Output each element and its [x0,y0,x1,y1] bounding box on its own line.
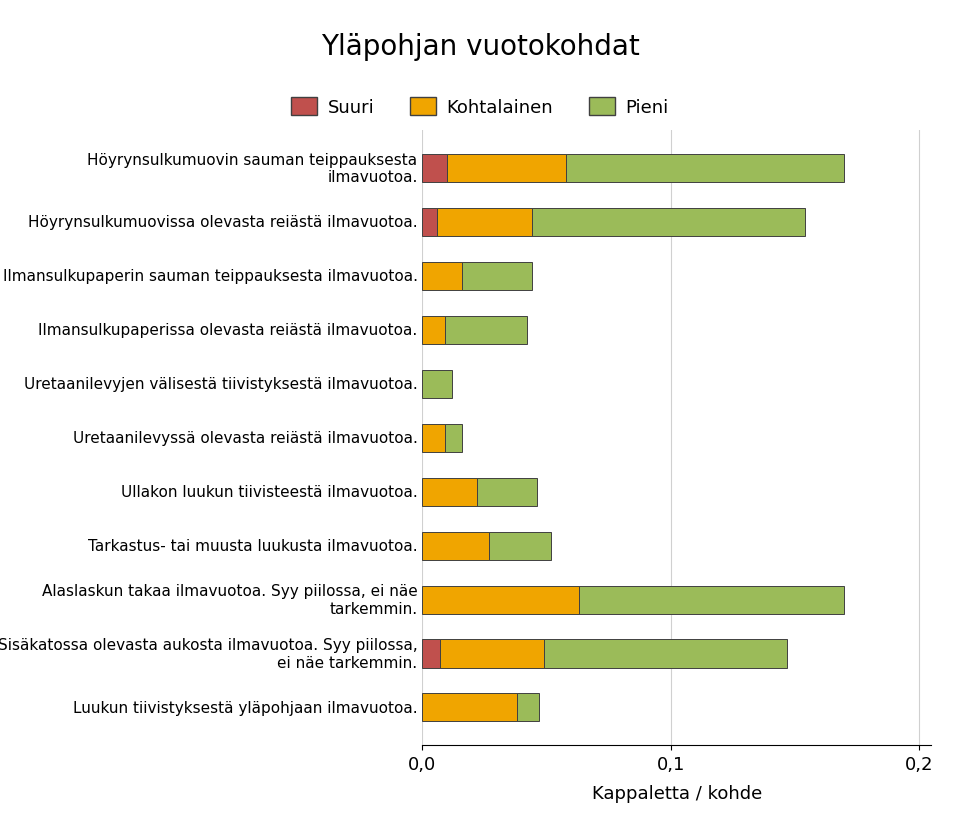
Text: Yläpohjan vuotokohdat: Yläpohjan vuotokohdat [321,33,639,61]
Bar [422,155,447,183]
Legend: Suuri, Kohtalainen, Pieni: Suuri, Kohtalainen, Pieni [284,91,676,124]
Bar [579,586,845,613]
Bar [438,209,532,237]
Bar [462,263,532,291]
Bar [422,424,444,452]
Bar [544,640,787,667]
Bar [422,316,444,345]
Bar [444,316,527,345]
Bar [532,209,804,237]
Bar [447,155,566,183]
Bar [440,640,544,667]
Bar [516,694,540,722]
Bar [490,532,551,560]
Bar [422,263,462,291]
Bar [422,586,579,613]
X-axis label: Kappaletta / kohde: Kappaletta / kohde [591,784,762,802]
Bar [422,370,452,398]
Bar [444,424,462,452]
Bar [422,209,438,237]
Bar [422,478,477,506]
Bar [477,478,537,506]
Bar [422,694,516,722]
Bar [422,532,490,560]
Bar [566,155,845,183]
Bar [422,640,440,667]
